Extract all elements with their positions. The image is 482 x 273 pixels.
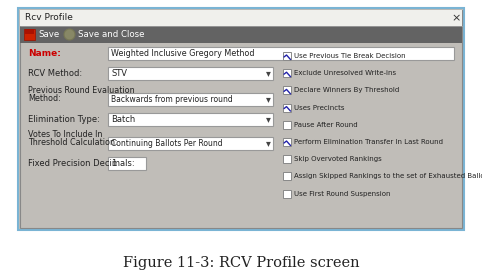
Text: Rcv Profile: Rcv Profile [25, 13, 73, 22]
Text: Declare Winners By Threshold: Declare Winners By Threshold [294, 87, 399, 93]
Text: Backwards from previous round: Backwards from previous round [111, 95, 233, 104]
Bar [24, 29, 35, 40]
Bar [108, 113, 273, 126]
Text: Weighted Inclusive Gregory Method: Weighted Inclusive Gregory Method [111, 49, 254, 58]
Bar [283, 121, 291, 129]
Text: Name:: Name: [28, 49, 61, 58]
Bar [108, 157, 146, 170]
Bar [283, 173, 291, 180]
Text: Skip Overvoted Rankings: Skip Overvoted Rankings [294, 156, 382, 162]
Text: Perform Elimination Transfer In Last Round: Perform Elimination Transfer In Last Rou… [294, 139, 443, 145]
Text: Use Previous Tie Break Decision: Use Previous Tie Break Decision [294, 53, 406, 59]
Text: Exclude Unresolved Write-ins: Exclude Unresolved Write-ins [294, 70, 396, 76]
Text: Continuing Ballots Per Round: Continuing Ballots Per Round [111, 139, 223, 148]
Text: ▾: ▾ [266, 68, 270, 78]
Text: Assign Skipped Rankings to the set of Exhausted Ballots: Assign Skipped Rankings to the set of Ex… [294, 173, 482, 179]
Text: Uses Precincts: Uses Precincts [294, 105, 345, 111]
Circle shape [64, 29, 75, 40]
Bar [283, 155, 291, 163]
Bar [283, 86, 291, 94]
Bar [108, 137, 273, 150]
Bar [108, 67, 273, 80]
Bar [20, 26, 462, 43]
Text: Previous Round Evaluation: Previous Round Evaluation [28, 86, 134, 95]
Text: STV: STV [111, 69, 127, 78]
Text: ▾: ▾ [266, 138, 270, 149]
Text: ×: × [451, 13, 461, 23]
Text: Figure 11-3: RCV Profile screen: Figure 11-3: RCV Profile screen [123, 256, 359, 270]
Text: Save and Close: Save and Close [78, 30, 145, 39]
Bar [283, 69, 291, 77]
Bar [283, 190, 291, 198]
Text: Votes To Include In: Votes To Include In [28, 130, 102, 139]
Bar [25, 29, 34, 34]
Text: ▾: ▾ [266, 114, 270, 124]
Text: Batch: Batch [111, 114, 135, 123]
Bar [20, 10, 462, 26]
Text: 1: 1 [111, 159, 116, 168]
Text: Save: Save [38, 30, 59, 39]
Text: Fixed Precision Decimals:: Fixed Precision Decimals: [28, 159, 134, 168]
Bar [108, 47, 454, 60]
Text: Pause After Round: Pause After Round [294, 122, 358, 128]
Bar [283, 138, 291, 146]
Text: Use First Round Suspension: Use First Round Suspension [294, 191, 390, 197]
Text: Elimination Type:: Elimination Type: [28, 114, 100, 123]
Bar [108, 93, 273, 106]
Bar [20, 10, 462, 228]
Bar [283, 103, 291, 112]
Bar [283, 52, 291, 60]
Text: Threshold Calculation:: Threshold Calculation: [28, 138, 118, 147]
Text: RCV Method:: RCV Method: [28, 69, 82, 78]
Text: ▾: ▾ [266, 94, 270, 105]
Text: Method:: Method: [28, 94, 61, 103]
FancyBboxPatch shape [18, 8, 464, 230]
